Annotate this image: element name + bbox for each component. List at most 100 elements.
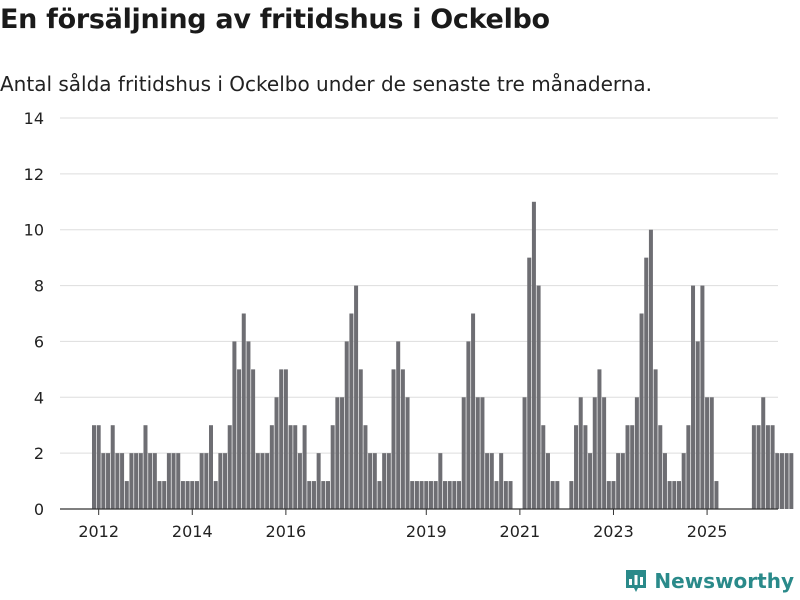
bar — [414, 481, 419, 509]
bar — [162, 481, 167, 509]
bar — [368, 453, 373, 509]
bar — [433, 481, 438, 509]
bar — [662, 453, 667, 509]
bar — [443, 481, 447, 509]
y-tick-label: 6 — [34, 332, 44, 351]
bar — [569, 481, 574, 509]
bar — [326, 481, 330, 509]
bar — [756, 425, 761, 509]
bar — [625, 425, 630, 509]
y-tick-label: 10 — [24, 221, 44, 240]
bar — [681, 453, 686, 509]
bar — [428, 481, 433, 509]
bar — [218, 453, 223, 509]
bar — [171, 453, 176, 509]
bar — [288, 425, 293, 509]
bar — [536, 285, 541, 509]
bar — [677, 481, 681, 509]
bar — [620, 453, 625, 509]
bar — [316, 453, 321, 509]
bar — [335, 397, 340, 509]
bar — [391, 369, 396, 509]
bar — [541, 425, 546, 509]
bar — [700, 285, 705, 509]
bar — [714, 481, 719, 509]
bar — [634, 397, 639, 509]
bar — [340, 397, 345, 509]
x-tick-label: 2025 — [687, 522, 728, 541]
bar — [480, 397, 485, 509]
bar — [354, 285, 359, 509]
bar — [223, 453, 228, 509]
bar — [129, 453, 134, 509]
bar — [522, 397, 527, 509]
bar — [461, 397, 466, 509]
bar — [166, 453, 171, 509]
bar — [648, 229, 653, 509]
y-tick-label: 12 — [24, 165, 44, 184]
bar — [503, 481, 508, 509]
x-tick-label: 2012 — [78, 522, 119, 541]
bar — [344, 341, 349, 509]
bar — [213, 481, 218, 509]
y-tick-label: 0 — [34, 500, 44, 519]
bar — [761, 397, 766, 509]
bar — [386, 453, 391, 509]
x-tick-label: 2014 — [172, 522, 213, 541]
bar — [705, 397, 710, 509]
bar — [545, 453, 550, 509]
bar — [672, 481, 677, 509]
x-tick-label: 2019 — [406, 522, 447, 541]
bar — [578, 397, 583, 509]
bar — [349, 313, 354, 509]
bar — [293, 425, 298, 509]
bar — [101, 453, 106, 509]
bar — [779, 453, 784, 509]
bar — [471, 313, 476, 509]
bar — [269, 425, 274, 509]
bar — [204, 453, 209, 509]
bar — [611, 481, 616, 509]
bar — [148, 453, 153, 509]
bar — [658, 425, 663, 509]
bar — [452, 481, 457, 509]
bar — [765, 425, 770, 509]
y-tick-label: 2 — [34, 444, 44, 463]
bar — [550, 481, 555, 509]
brand-name: Newsworthy — [654, 569, 794, 593]
bar — [531, 201, 536, 510]
bar — [246, 341, 251, 509]
bar — [274, 397, 279, 509]
bar — [120, 453, 125, 509]
bar — [152, 453, 157, 509]
bar — [419, 481, 424, 509]
brand-logo[interactable]: Newsworthy — [624, 568, 794, 594]
bar — [115, 453, 120, 509]
bar — [775, 453, 780, 509]
bar — [279, 369, 284, 509]
x-tick-label: 2023 — [593, 522, 634, 541]
bar — [265, 453, 270, 509]
chart-subtitle: Antal sålda fritidshus i Ockelbo under d… — [0, 72, 653, 96]
bar — [410, 481, 415, 509]
bar — [485, 453, 490, 509]
bar — [372, 453, 377, 509]
bar — [405, 397, 410, 509]
bar — [227, 425, 232, 509]
bar — [138, 453, 143, 509]
bar — [751, 425, 756, 509]
bar — [199, 453, 204, 509]
bar — [260, 453, 265, 509]
bar — [110, 425, 115, 509]
bar — [583, 425, 588, 509]
bar — [180, 481, 185, 509]
bar — [396, 341, 401, 509]
bar — [106, 453, 111, 509]
bar — [653, 369, 658, 509]
bar — [602, 397, 607, 509]
bar — [691, 285, 696, 509]
bar — [438, 453, 443, 509]
bar — [686, 425, 691, 509]
bar — [143, 425, 148, 509]
